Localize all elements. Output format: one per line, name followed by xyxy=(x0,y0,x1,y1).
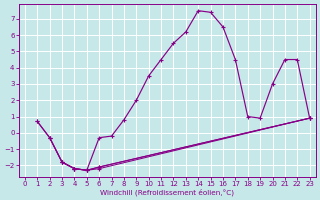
X-axis label: Windchill (Refroidissement éolien,°C): Windchill (Refroidissement éolien,°C) xyxy=(100,188,234,196)
